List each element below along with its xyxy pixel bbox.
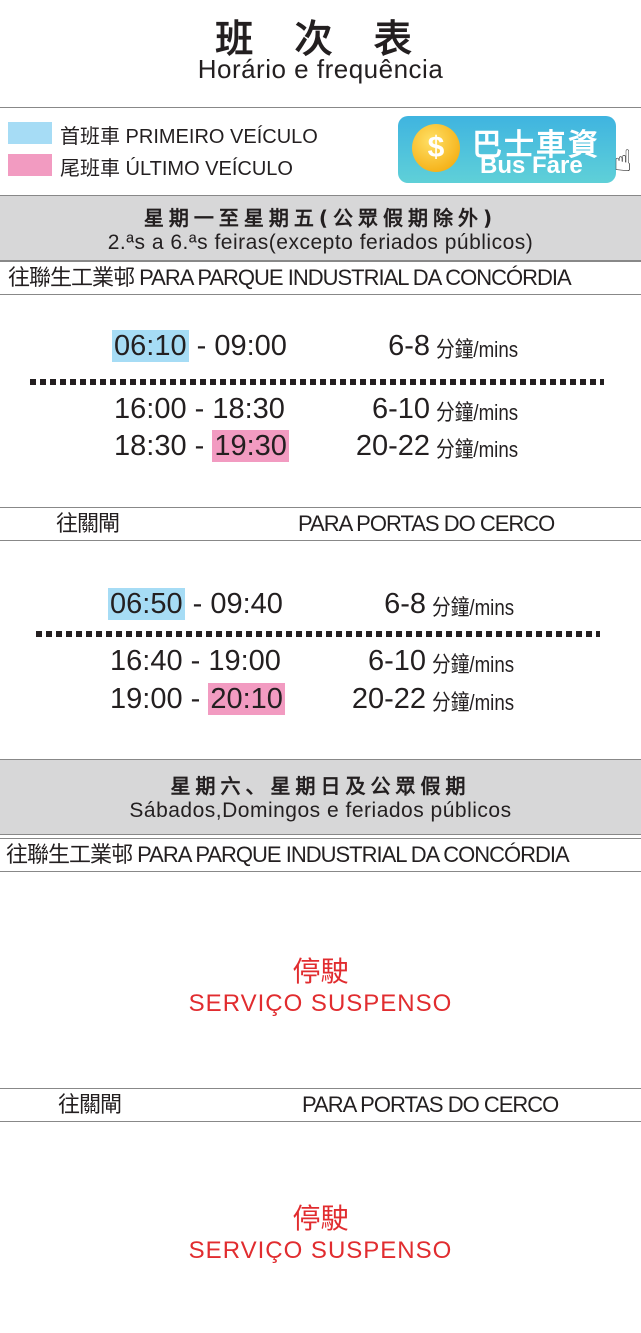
weekday-header: 星期一至星期五(公眾假期除外) 2.ªs a 6.ªs feiras(excep… [0,195,641,261]
sep: - [182,683,209,715]
interval: 20-22 [355,430,430,462]
route-dest-pt: PARA PORTAS DO CERCO [298,511,555,536]
interval-unit: 分鐘/mins [432,690,515,715]
interval: 6-10 [367,645,426,677]
interval: 6-8 [384,588,426,620]
start-time: 18:30 [114,430,187,462]
sep: - [184,588,211,620]
schedule-row: 06:10 - 09:00 6-8 分鐘/mins [0,330,641,366]
interval-unit: 分鐘/mins [436,337,519,362]
bus-fare-zh: 巴士車資 [472,129,600,162]
weekend-title-pt: Sábados,Domingos e feriados públicos [129,799,512,822]
legend-first: 首班車 PRIMEIRO VEÍCULO [60,126,318,148]
status-pt: SERVIÇO SUSPENSO [188,990,453,1017]
schedule-row: 16:00 - 18:30 6-10 分鐘/mins [0,393,641,429]
schedule-row: 19:00 - 20:10 20-22 分鐘/mins [0,683,641,719]
dotted-divider [30,379,604,385]
service-suspended: 停駛 SERVIÇO SUSPENSO [0,950,641,1018]
page-title: 班 次 表 [215,17,426,61]
route-dest-zh: 往聯生工業邨 [8,265,135,290]
interval-unit: 分鐘/mins [432,595,515,620]
sep: - [186,430,213,462]
last-vehicle-swatch [8,154,52,176]
interval: 6-8 [388,330,430,362]
interval-unit: 分鐘/mins [432,652,515,677]
coin-dollar-icon: $ [412,124,460,172]
last-departure: 20:10 [208,683,285,715]
interval-unit: 分鐘/mins [436,400,519,425]
route-dest-zh: 往關閘 [56,511,120,536]
sep: - [186,393,213,425]
service-suspended: 停駛 SERVIÇO SUSPENSO [0,1197,641,1265]
start-time: 19:00 [110,683,183,715]
route-dest-zh: 往關閘 [58,1092,122,1117]
weekend-title-zh: 星期六、星期日及公眾假期 [170,774,471,798]
status-pt: SERVIÇO SUSPENSO [188,1237,453,1264]
schedule-row: 16:40 - 19:00 6-10 分鐘/mins [0,645,641,681]
route-dest-pt: PARA PARQUE INDUSTRIAL DA CONCÓRDIA [139,265,572,290]
sep: - [188,330,215,362]
end-time: 18:30 [212,393,285,425]
route-dest-zh: 往聯生工業邨 [6,842,133,867]
weekday-title-zh: 星期一至星期五(公眾假期除外) [143,206,498,230]
first-vehicle-swatch [8,122,52,144]
interval: 6-10 [371,393,430,425]
schedule-row: 06:50 - 09:40 6-8 分鐘/mins [0,588,641,624]
end-time: 09:40 [210,588,283,620]
bus-fare-en: Bus Fare [480,152,583,179]
start-time: 16:40 [110,645,183,677]
interval-unit: 分鐘/mins [436,437,519,462]
route-dest-pt: PARA PARQUE INDUSTRIAL DA CONCÓRDIA [137,842,570,867]
legend-last: 尾班車 ÚLTIMO VEÍCULO [60,158,293,180]
schedule-row: 18:30 - 19:30 20-22 分鐘/mins [0,430,641,466]
route-header-portas-do-cerco: 往關閘 PARA PORTAS DO CERCO [0,507,641,541]
divider [0,107,641,108]
start-time: 16:00 [114,393,187,425]
first-departure: 06:10 [112,330,189,362]
bus-fare-button[interactable]: $ 巴士車資 Bus Fare ☝ [398,116,632,183]
end-time: 19:00 [208,645,281,677]
interval: 20-22 [351,683,426,715]
route-header-concordia: 往聯生工業邨 PARA PARQUE INDUSTRIAL DA CONCÓRD… [0,261,641,295]
weekend-header: 星期六、星期日及公眾假期 Sábados,Domingos e feriados… [0,759,641,835]
status-zh: 停駛 [292,956,349,987]
first-departure: 06:50 [108,588,185,620]
route-header-portas-do-cerco: 往關閘 PARA PORTAS DO CERCO [0,1088,641,1122]
weekday-title-pt: 2.ªs a 6.ªs feiras(excepto feriados públ… [107,231,534,254]
sep: - [182,645,209,677]
dotted-divider [36,631,600,637]
last-departure: 19:30 [212,430,289,462]
route-dest-pt: PARA PORTAS DO CERCO [302,1092,559,1117]
status-zh: 停駛 [292,1203,349,1234]
end-time: 09:00 [214,330,287,362]
route-header-concordia: 往聯生工業邨 PARA PARQUE INDUSTRIAL DA CONCÓRD… [0,838,641,872]
page-subtitle: Horário e frequência [197,54,444,84]
pointing-hand-icon: ☝ [613,145,632,178]
